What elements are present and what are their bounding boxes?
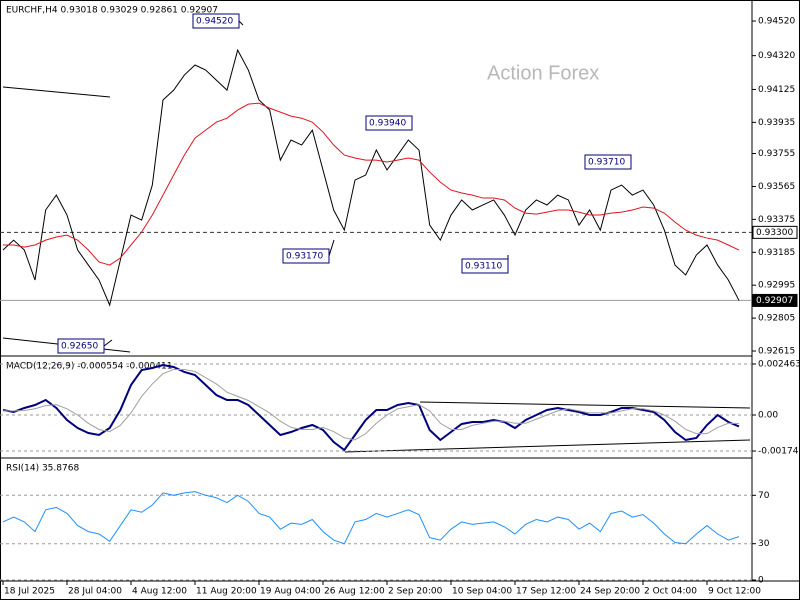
y-tick-label: 0.93755	[758, 149, 795, 159]
trend-line	[419, 401, 751, 409]
panel-title: RSI(14) 35.8768	[6, 464, 79, 474]
watermark: Action Forex	[487, 62, 599, 84]
annotation: 0.93940	[369, 119, 406, 129]
y-tick-label: -0.00174	[758, 447, 799, 457]
annotation: 0.93710	[588, 158, 625, 168]
annotation-box	[584, 154, 632, 170]
y-tick-label: 70	[758, 491, 770, 501]
y-tick-label: 0.00	[758, 410, 778, 420]
series-line	[2, 363, 740, 452]
x-tick-label: 26 Aug 12:00	[324, 587, 385, 597]
chart-title: EURCHF,H4 0.93018 0.93029 0.92861 0.9290…	[6, 6, 218, 16]
annotation: 0.93110	[465, 262, 502, 272]
trend-line	[344, 439, 751, 453]
trend-line	[2, 86, 111, 98]
x-tick-label: 10 Sep 04:00	[452, 587, 512, 597]
level-box	[752, 293, 798, 307]
x-tick-label: 28 Jul 04:00	[68, 587, 122, 597]
x-tick-label: 18 Jul 2025	[4, 587, 55, 597]
annotation-box	[57, 338, 105, 354]
x-tick-label: 24 Sep 20:00	[580, 587, 640, 597]
x-tick-label: 4 Aug 12:00	[132, 587, 187, 597]
y-tick-label: 0.92615	[758, 347, 795, 357]
y-tick-label: 0.93565	[758, 182, 795, 192]
annotation-box	[365, 115, 413, 131]
annotation-box	[282, 248, 330, 264]
x-tick-label: 19 Aug 04:00	[260, 587, 321, 597]
level-label: 0.92907	[756, 296, 793, 306]
annotation-leader	[238, 20, 244, 26]
annotation-box	[461, 258, 509, 274]
y-tick-label: 0.002463	[758, 359, 800, 369]
y-tick-label: 0.94520	[758, 17, 795, 27]
y-tick-label: 0.93185	[758, 248, 795, 258]
series-line	[2, 48, 740, 307]
series-line	[3, 368, 740, 441]
panel-title: MACD(12,26,9) -0.000554 -0.000411	[6, 362, 172, 372]
y-tick-label: 0.94320	[758, 51, 795, 61]
annotation-leader	[328, 239, 335, 257]
y-tick-label: 0.93375	[758, 215, 795, 225]
y-tick-label: 0.93935	[758, 118, 795, 128]
annotation: 0.93170	[286, 252, 323, 262]
annotation-box	[192, 13, 240, 29]
y-tick-label: 0.94125	[758, 85, 795, 95]
level-label: 0.93300	[756, 228, 793, 238]
y-tick-label: 0.92805	[758, 314, 795, 324]
series-line	[2, 491, 740, 545]
y-tick-label: 0	[758, 576, 764, 586]
series-line	[3, 102, 740, 266]
annotation-leader	[103, 339, 113, 347]
x-tick-label: 9 Oct 12:00	[708, 587, 761, 597]
annotation: 0.94520	[196, 17, 233, 27]
level-box	[752, 225, 798, 239]
x-tick-label: 2 Oct 04:00	[644, 587, 697, 597]
x-tick-label: 2 Sep 20:00	[388, 587, 443, 597]
y-tick-label: 30	[758, 539, 770, 549]
x-tick-label: 11 Aug 20:00	[196, 587, 257, 597]
x-tick-label: 17 Sep 12:00	[516, 587, 576, 597]
y-tick-label: 0.92995	[758, 281, 795, 291]
annotation: 0.92650	[61, 342, 98, 352]
